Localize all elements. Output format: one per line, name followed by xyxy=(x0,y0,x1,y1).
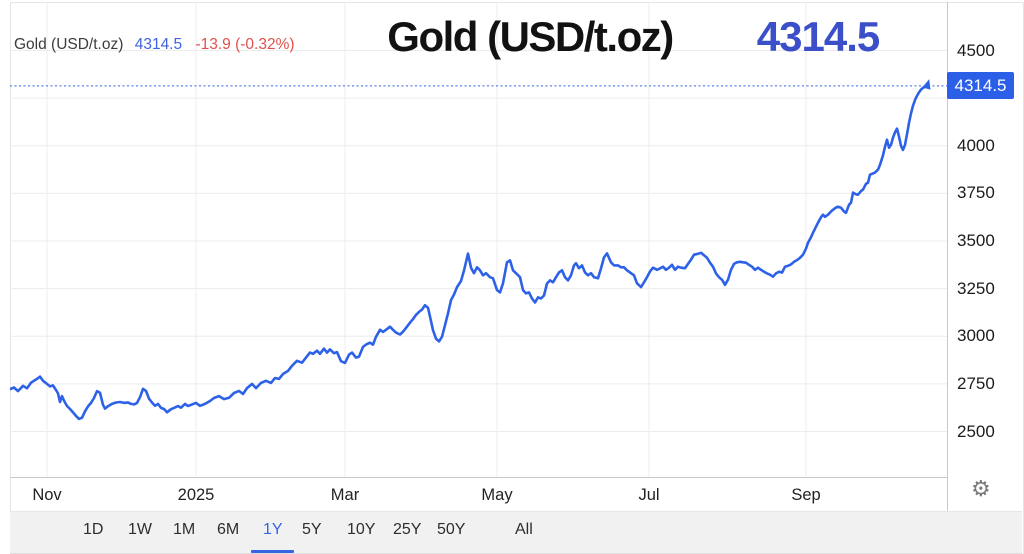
period-tab-1d[interactable]: 1D xyxy=(83,521,104,538)
period-toolbar: 1D 1W 1M 6M 1Y 5Y 10Y 25Y 50Y All xyxy=(10,511,1022,554)
price-axis-label: 4000 xyxy=(957,135,995,155)
legend-series-label: Gold (USD/t.oz) xyxy=(14,36,124,53)
legend-last-price: 4314.5 xyxy=(134,36,183,53)
period-tab-10y[interactable]: 10Y xyxy=(347,521,376,538)
price-axis-label: 3750 xyxy=(957,183,995,203)
price-axis-label: 3500 xyxy=(957,231,995,250)
price-axis-label: 2500 xyxy=(957,421,995,441)
active-period-underline xyxy=(251,550,294,553)
period-tab-1y[interactable]: 1Y xyxy=(263,521,283,538)
time-axis-label-nov: Nov xyxy=(32,486,62,504)
period-tab-25y[interactable]: 25Y xyxy=(393,521,422,538)
price-axis-line xyxy=(947,2,948,511)
period-tab-50y[interactable]: 50Y xyxy=(437,521,466,538)
settings-gear-icon[interactable]: ⚙ xyxy=(971,476,991,501)
period-tab-5y[interactable]: 5Y xyxy=(302,521,322,538)
current-price-badge: 4314.5 xyxy=(947,72,1014,100)
time-axis-line xyxy=(10,477,948,478)
period-tab-6m[interactable]: 6M xyxy=(217,521,240,538)
price-axis-label: 3250 xyxy=(957,278,995,298)
period-tab-1m[interactable]: 1M xyxy=(173,521,196,538)
chart-title-value: 4314.5 xyxy=(756,13,880,60)
time-axis-label-may: May xyxy=(481,486,513,504)
legend-change: -13.9 (-0.32%) xyxy=(195,36,295,53)
time-axis-label-mar: Mar xyxy=(330,486,360,504)
period-tab-1w[interactable]: 1W xyxy=(128,521,152,538)
price-axis-label: 2750 xyxy=(957,373,995,393)
price-axis-label: 3000 xyxy=(957,326,995,346)
period-tab-all[interactable]: All xyxy=(515,521,533,538)
chart-title: Gold (USD/t.oz) xyxy=(387,13,674,60)
time-axis-label-jul: Jul xyxy=(638,486,660,504)
price-line-chart[interactable] xyxy=(10,2,947,477)
series-legend: Gold (USD/t.oz) 4314.5 -13.9 (-0.32%) xyxy=(14,36,295,54)
time-axis-label-sep: Sep xyxy=(791,486,821,504)
time-axis-label-2025: 2025 xyxy=(177,486,215,504)
price-axis-label: 4500 xyxy=(957,40,995,60)
